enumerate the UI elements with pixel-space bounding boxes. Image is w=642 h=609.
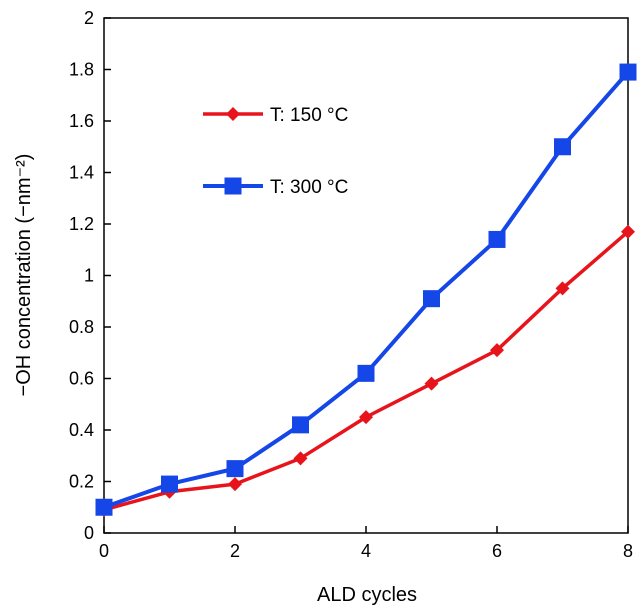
data-point xyxy=(488,230,506,248)
data-point xyxy=(554,138,571,156)
y-tick-label: 1.4 xyxy=(69,163,94,183)
y-tick-label: 2 xyxy=(84,8,94,28)
data-point xyxy=(555,281,570,296)
y-tick-label: 0.4 xyxy=(69,420,94,440)
legend: T: 150 °C T: 300 °C xyxy=(203,105,348,198)
legend-label: T: 150 °C xyxy=(270,105,348,126)
data-point xyxy=(228,477,242,492)
plot-frame xyxy=(103,17,629,534)
data-point xyxy=(621,224,635,239)
data-point xyxy=(424,376,439,391)
data-point xyxy=(293,451,308,466)
y-tick-label: 0.6 xyxy=(69,369,94,389)
data-point xyxy=(226,460,244,478)
axes: 0 0.2 0.4 0.6 0.8 1 1.2 1.4 1.6 1.8 2 0 2 4 6 8 xyxy=(69,8,633,561)
data-point xyxy=(359,410,373,425)
legend-entry-1: T: 150 °C xyxy=(203,105,348,126)
data-point xyxy=(95,498,113,516)
x-tick-label: 0 xyxy=(99,541,109,561)
x-tick-label: 8 xyxy=(623,541,633,561)
legend-label: T: 300 °C xyxy=(270,177,348,198)
data-point xyxy=(490,343,504,358)
y-tick-label: 1.8 xyxy=(69,60,94,80)
y-tick-label: 1 xyxy=(84,266,94,286)
y-tick-label: 0.2 xyxy=(69,472,94,492)
data-point xyxy=(357,364,375,382)
legend-entry-2: T: 300 °C xyxy=(203,177,348,198)
y-tick-label: 1.6 xyxy=(69,111,94,131)
x-tick-label: 2 xyxy=(230,541,240,561)
plot-area xyxy=(95,63,637,517)
y-tick-label: 1.2 xyxy=(69,214,94,234)
data-point xyxy=(423,290,440,308)
legend-marker xyxy=(224,177,242,195)
y-tick-label: 0.8 xyxy=(69,317,94,337)
series-2 xyxy=(95,63,637,516)
data-point xyxy=(161,475,178,493)
x-tick-label: 6 xyxy=(492,541,502,561)
legend-marker xyxy=(226,107,240,121)
series-line xyxy=(103,70,630,510)
y-axis-label: −OH concentration (−nm⁻²) xyxy=(13,154,35,397)
x-tick-label: 4 xyxy=(361,541,371,561)
data-point xyxy=(619,63,637,81)
y-tick-label: 0 xyxy=(84,523,94,543)
x-axis-label: ALD cycles xyxy=(317,584,417,606)
data-point xyxy=(292,416,309,434)
